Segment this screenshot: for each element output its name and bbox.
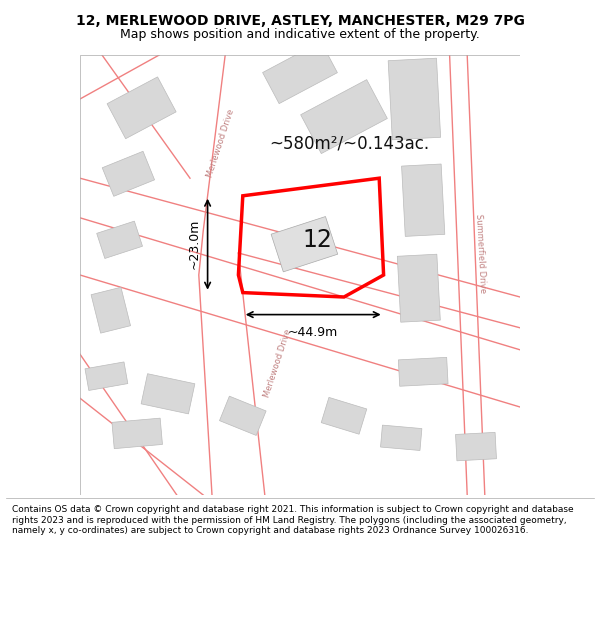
Polygon shape (321, 398, 367, 434)
Polygon shape (380, 425, 422, 451)
Polygon shape (102, 151, 155, 196)
Text: 12: 12 (302, 228, 332, 252)
Polygon shape (141, 374, 195, 414)
Polygon shape (401, 164, 445, 236)
Text: ~580m²/~0.143ac.: ~580m²/~0.143ac. (269, 134, 430, 152)
Polygon shape (271, 216, 338, 272)
Text: ~23.0m: ~23.0m (188, 219, 201, 269)
Polygon shape (301, 79, 388, 154)
Polygon shape (388, 58, 440, 140)
Text: Summerfield Drive: Summerfield Drive (474, 213, 487, 292)
Polygon shape (398, 357, 448, 386)
Polygon shape (455, 432, 496, 461)
Text: Contains OS data © Crown copyright and database right 2021. This information is : Contains OS data © Crown copyright and d… (12, 506, 574, 535)
Polygon shape (97, 221, 143, 259)
Polygon shape (397, 254, 440, 322)
Text: 12, MERLEWOOD DRIVE, ASTLEY, MANCHESTER, M29 7PG: 12, MERLEWOOD DRIVE, ASTLEY, MANCHESTER,… (76, 14, 524, 28)
Text: ~44.9m: ~44.9m (288, 326, 338, 339)
Polygon shape (107, 77, 176, 139)
Polygon shape (263, 42, 337, 104)
Text: Merlewood Drive: Merlewood Drive (205, 107, 236, 178)
Polygon shape (85, 362, 128, 391)
Polygon shape (220, 396, 266, 436)
Text: Map shows position and indicative extent of the property.: Map shows position and indicative extent… (120, 28, 480, 41)
Polygon shape (112, 418, 163, 449)
Polygon shape (91, 288, 131, 333)
Text: Merlewood Drive: Merlewood Drive (263, 328, 293, 398)
